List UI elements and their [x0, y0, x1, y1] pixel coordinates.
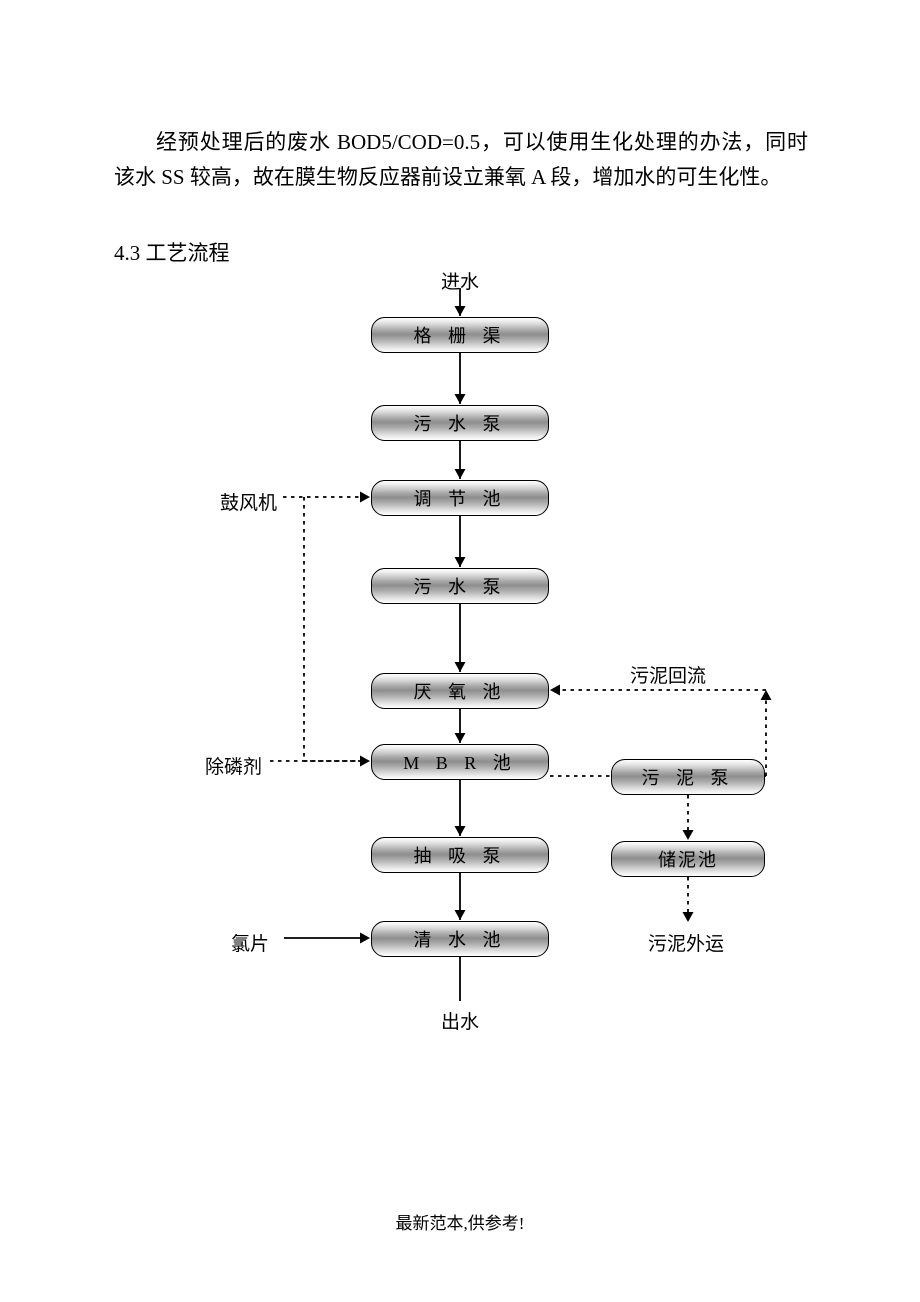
page: 经预处理后的废水 BOD5/COD=0.5，可以使用生化处理的办法，同时该水 S…: [0, 0, 920, 1302]
footer-note: 最新范本,供参考!: [0, 1209, 920, 1234]
node-n3: 调 节 池: [371, 480, 549, 516]
label-inlet: 进水: [441, 267, 479, 294]
intro-paragraph: 经预处理后的废水 BOD5/COD=0.5，可以使用生化处理的办法，同时该水 S…: [114, 125, 808, 194]
node-n6: M B R 池: [371, 744, 549, 780]
label-haul: 污泥外运: [648, 929, 724, 956]
node-n4: 污 水 泵: [371, 568, 549, 604]
label-recycle: 污泥回流: [630, 661, 706, 688]
node-n1: 格 栅 渠: [371, 317, 549, 353]
node-n7: 抽 吸 泵: [371, 837, 549, 873]
node-n8: 清 水 池: [371, 921, 549, 957]
label-outlet: 出水: [441, 1007, 479, 1034]
label-blower: 鼓风机: [220, 488, 277, 515]
node-n2: 污 水 泵: [371, 405, 549, 441]
label-chlor: 氯片: [231, 929, 269, 956]
node-n5: 厌 氧 池: [371, 673, 549, 709]
node-r1: 污 泥 泵: [611, 759, 765, 795]
section-heading: 4.3 工艺流程: [114, 237, 230, 267]
label-dephos: 除磷剂: [205, 752, 262, 779]
node-r2: 储泥池: [611, 841, 765, 877]
flowchart-edges: [0, 0, 920, 1302]
